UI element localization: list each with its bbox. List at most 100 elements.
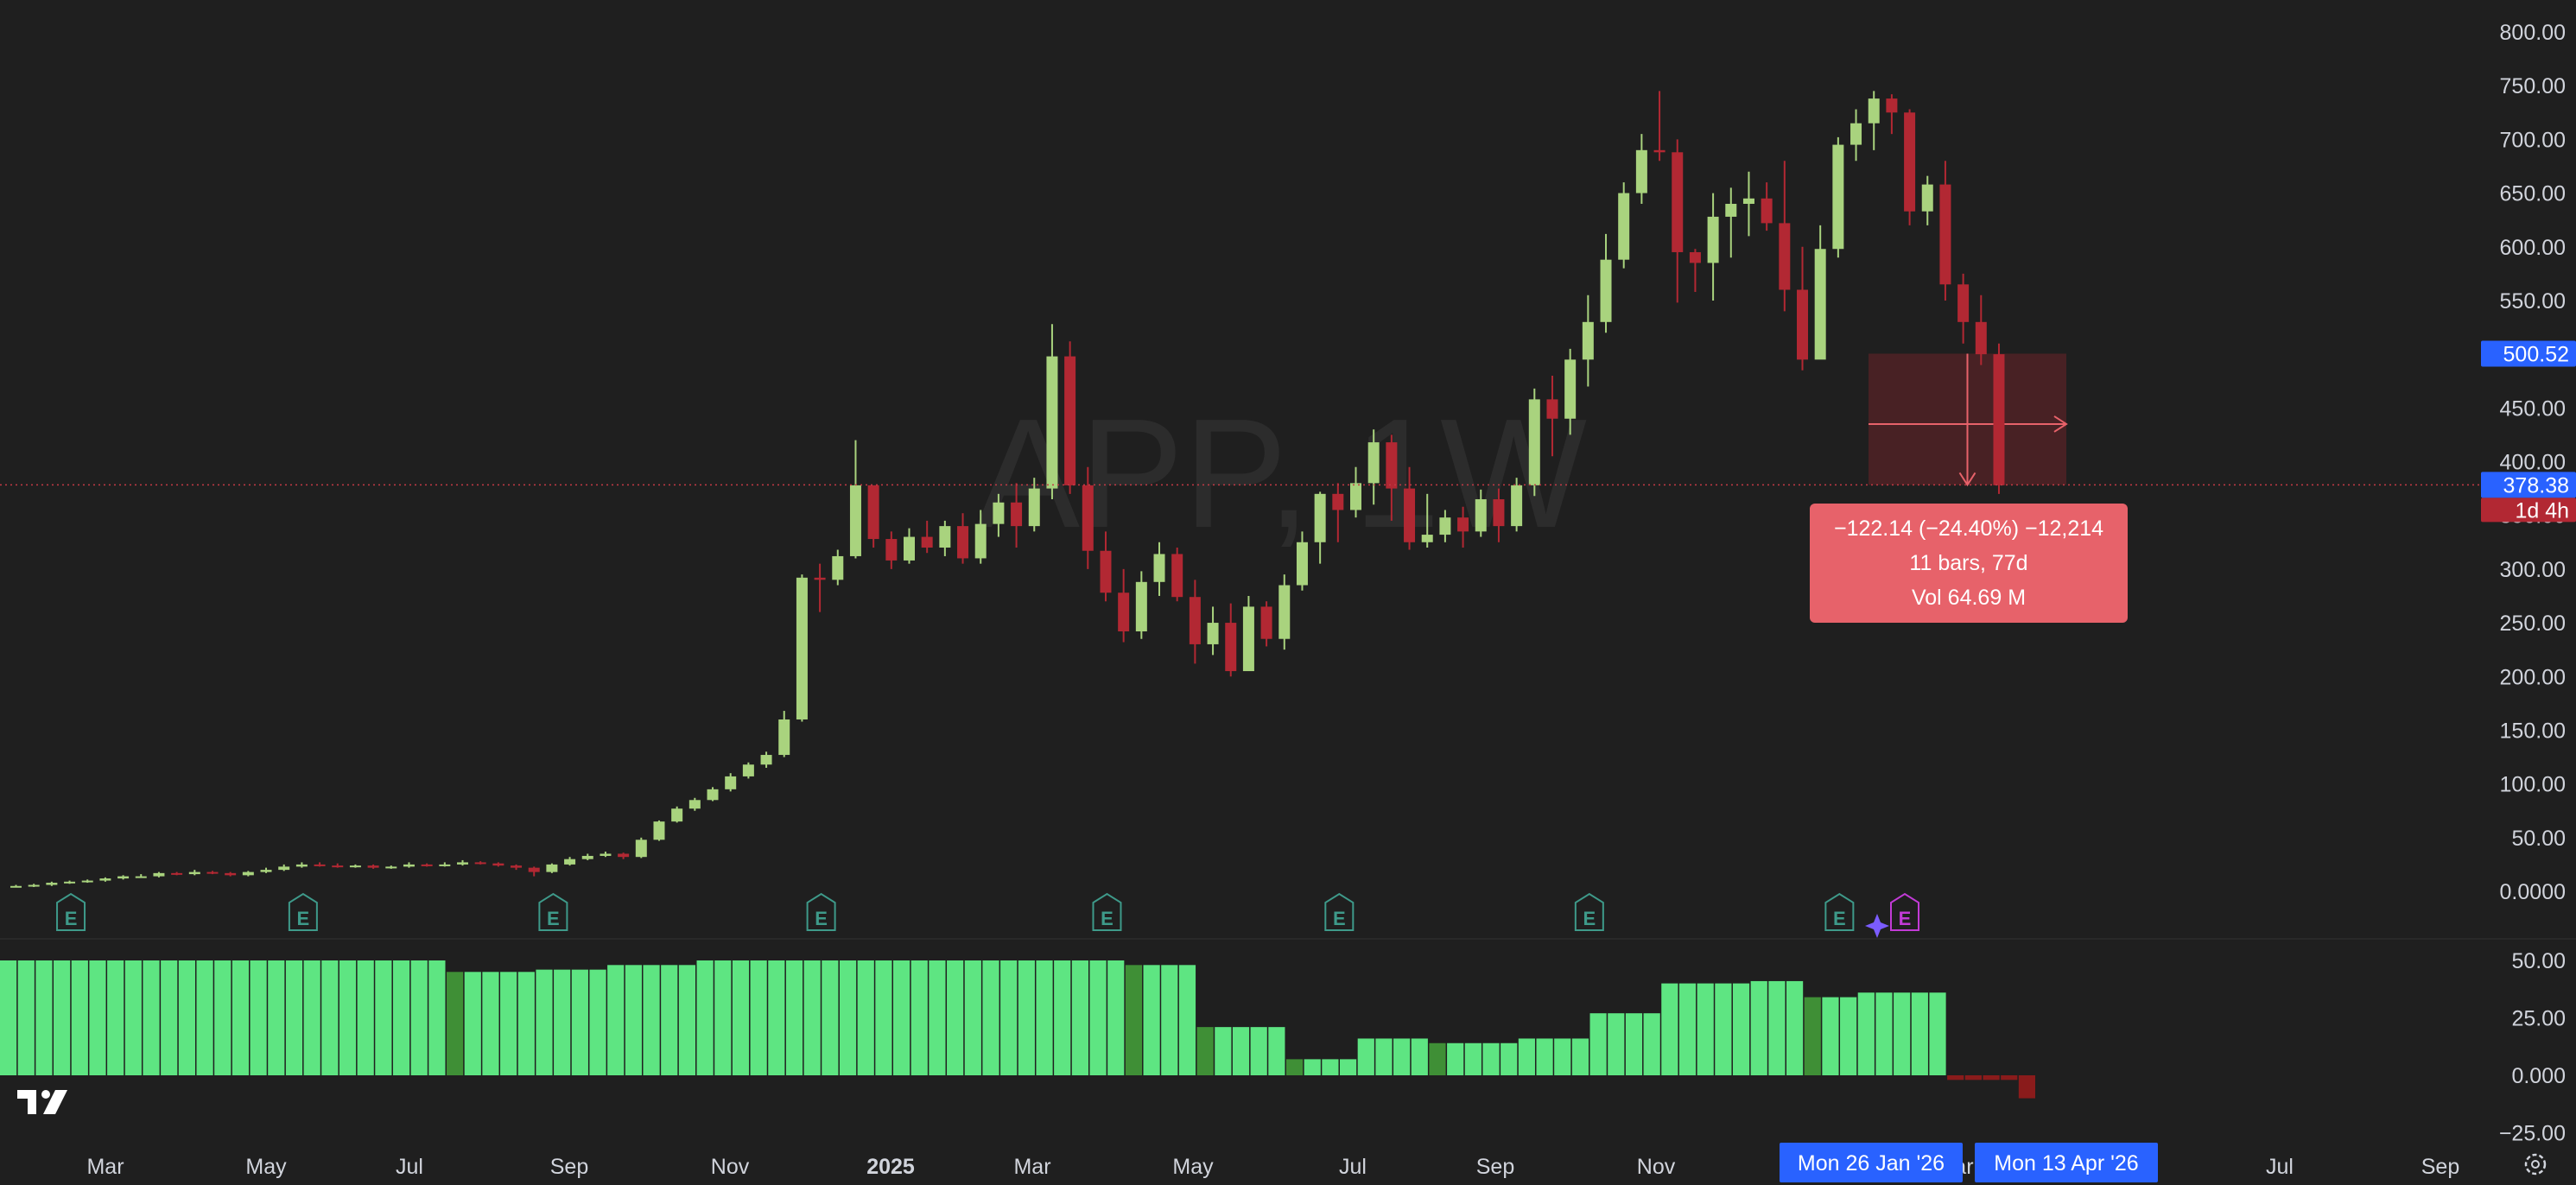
candle[interactable] (618, 852, 630, 859)
candle[interactable] (760, 751, 772, 768)
candle[interactable] (1850, 109, 1862, 162)
candle[interactable] (1350, 466, 1361, 518)
candle[interactable] (1832, 136, 1844, 258)
candle[interactable] (439, 862, 451, 867)
candle[interactable] (1921, 175, 1933, 225)
candle[interactable] (385, 865, 397, 869)
candle[interactable] (1171, 548, 1183, 602)
candle[interactable] (117, 875, 130, 880)
candle[interactable] (1939, 161, 1951, 301)
candle[interactable] (939, 520, 951, 556)
candle[interactable] (653, 820, 665, 841)
candle[interactable] (688, 797, 701, 811)
candle[interactable] (742, 762, 754, 779)
candle[interactable] (225, 871, 237, 877)
candle[interactable] (99, 877, 111, 882)
candle[interactable] (474, 861, 486, 865)
candle[interactable] (974, 510, 987, 564)
candle[interactable] (242, 871, 254, 877)
candle[interactable] (1135, 571, 1147, 639)
candle[interactable] (1546, 376, 1558, 457)
candle[interactable] (1189, 580, 1201, 664)
gear-icon[interactable] (2524, 1153, 2547, 1175)
candle[interactable] (1742, 171, 1754, 237)
candle[interactable] (993, 493, 1005, 537)
candle[interactable] (1225, 603, 1237, 677)
candle[interactable] (1814, 225, 1826, 360)
candle[interactable] (1457, 506, 1469, 548)
candle[interactable] (600, 851, 612, 858)
candle[interactable] (1707, 193, 1719, 301)
candle[interactable] (885, 531, 898, 569)
candle[interactable] (957, 513, 969, 564)
candle[interactable] (511, 864, 523, 871)
candle[interactable] (1404, 466, 1416, 550)
candle[interactable] (1100, 531, 1112, 602)
candle[interactable] (1582, 295, 1594, 387)
candle[interactable] (1296, 531, 1308, 591)
candle[interactable] (421, 863, 433, 867)
candle[interactable] (349, 864, 361, 868)
candle[interactable] (564, 857, 576, 866)
earnings-marker[interactable]: E (288, 892, 318, 931)
candle[interactable] (1564, 348, 1577, 435)
candle[interactable] (867, 485, 879, 548)
earnings-marker[interactable]: E (538, 892, 568, 931)
candle[interactable] (1904, 109, 1916, 225)
candle[interactable] (1260, 601, 1272, 647)
candle[interactable] (1528, 388, 1540, 497)
candle[interactable] (707, 787, 719, 802)
candle[interactable] (1975, 295, 1987, 365)
candle[interactable] (1493, 488, 1505, 542)
earnings-marker[interactable]: E (1824, 892, 1855, 931)
candle[interactable] (46, 881, 58, 886)
earnings-marker[interactable]: E (1092, 892, 1122, 931)
candle[interactable] (581, 853, 593, 860)
candle[interactable] (849, 440, 861, 559)
candle[interactable] (135, 874, 147, 878)
candle[interactable] (314, 862, 326, 867)
candle[interactable] (403, 862, 415, 868)
candle[interactable] (635, 837, 647, 859)
candle[interactable] (295, 862, 308, 868)
candle[interactable] (1082, 466, 1094, 569)
candle[interactable] (1689, 249, 1701, 292)
candle[interactable] (1511, 478, 1523, 532)
candle[interactable] (778, 711, 790, 757)
candle[interactable] (1064, 341, 1076, 494)
candle[interactable] (28, 884, 40, 888)
candle[interactable] (1011, 483, 1023, 548)
earnings-marker[interactable]: E (56, 892, 86, 931)
candle[interactable] (1868, 91, 1880, 150)
earnings-marker[interactable]: E (1324, 892, 1355, 931)
candle[interactable] (904, 528, 915, 564)
candle[interactable] (206, 871, 219, 875)
candle[interactable] (1118, 568, 1130, 643)
candle[interactable] (1242, 595, 1254, 672)
candle[interactable] (260, 867, 272, 873)
candle[interactable] (81, 879, 93, 884)
earnings-marker[interactable]: E (1574, 892, 1604, 931)
candle[interactable] (153, 871, 165, 878)
candle[interactable] (1761, 182, 1773, 231)
candle[interactable] (367, 864, 379, 869)
earnings-marker[interactable]: E (1865, 892, 1919, 938)
candle[interactable] (1207, 606, 1219, 656)
candle[interactable] (671, 806, 683, 823)
tradingview-logo[interactable] (17, 1087, 71, 1118)
candle[interactable] (1779, 161, 1791, 312)
candle[interactable] (1993, 343, 2005, 494)
candle[interactable] (1618, 182, 1630, 269)
candle[interactable] (1278, 574, 1291, 650)
candle[interactable] (1332, 483, 1344, 542)
candle[interactable] (1028, 478, 1040, 532)
candle[interactable] (796, 574, 808, 722)
candle[interactable] (921, 520, 933, 554)
candle[interactable] (10, 884, 22, 888)
candle[interactable] (528, 866, 540, 877)
candle[interactable] (1367, 429, 1380, 505)
candle[interactable] (1153, 542, 1165, 596)
candle[interactable] (1475, 489, 1487, 537)
